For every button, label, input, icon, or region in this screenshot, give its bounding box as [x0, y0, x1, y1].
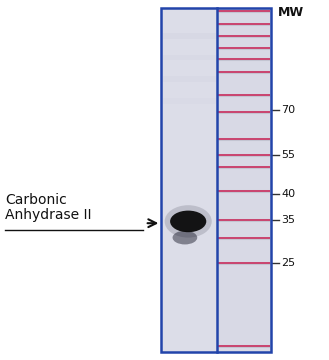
Text: 25: 25	[281, 258, 295, 268]
Text: 70: 70	[281, 105, 295, 115]
Text: MW: MW	[278, 6, 304, 19]
Text: 40: 40	[281, 189, 295, 199]
Bar	[163, 98, 216, 104]
Bar	[163, 33, 216, 39]
Text: 35: 35	[281, 215, 295, 225]
Text: Carbonic: Carbonic	[5, 193, 67, 207]
Bar	[163, 55, 216, 60]
Ellipse shape	[164, 205, 212, 238]
Ellipse shape	[173, 231, 197, 244]
Bar	[161, 8, 271, 352]
Bar	[163, 76, 216, 82]
Text: Anhydrase II: Anhydrase II	[5, 208, 91, 222]
Ellipse shape	[170, 211, 206, 232]
Text: 55: 55	[281, 150, 295, 160]
Bar	[217, 8, 271, 352]
Bar	[161, 8, 217, 352]
